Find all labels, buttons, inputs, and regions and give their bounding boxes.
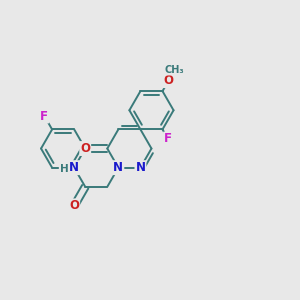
Text: CH₃: CH₃ xyxy=(165,65,184,75)
Text: F: F xyxy=(164,133,172,146)
Text: H: H xyxy=(60,164,68,174)
Text: O: O xyxy=(80,142,90,155)
Text: O: O xyxy=(164,74,174,87)
Text: F: F xyxy=(40,110,48,122)
Text: N: N xyxy=(69,161,79,174)
Text: N: N xyxy=(135,161,146,174)
Text: N: N xyxy=(113,161,123,174)
Text: O: O xyxy=(69,200,79,212)
